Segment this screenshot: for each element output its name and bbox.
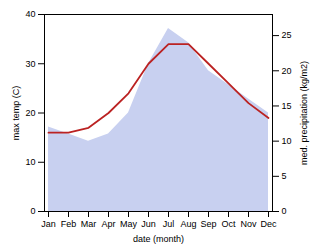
svg-text:15: 15 [282,101,292,111]
svg-text:Apr: Apr [101,219,115,229]
svg-text:Oct: Oct [221,219,236,229]
svg-text:Jul: Jul [163,219,175,229]
svg-text:25: 25 [282,30,292,40]
svg-text:Jan: Jan [41,219,56,229]
svg-text:Mar: Mar [81,219,97,229]
svg-text:40: 40 [25,9,35,19]
svg-text:20: 20 [282,66,292,76]
svg-text:Sep: Sep [200,219,216,229]
svg-text:Aug: Aug [180,219,196,229]
svg-text:date (month): date (month) [133,234,184,244]
svg-text:Jun: Jun [141,219,156,229]
svg-text:0: 0 [282,206,287,216]
svg-text:Dec: Dec [260,219,277,229]
svg-text:10: 10 [282,136,292,146]
svg-text:max temp (C): max temp (C) [11,86,21,141]
svg-text:30: 30 [25,59,35,69]
svg-text:10: 10 [25,157,35,167]
svg-text:med. precipitation (kg/m2): med. precipitation (kg/m2) [299,61,309,165]
svg-text:0: 0 [30,206,35,216]
svg-text:5: 5 [282,171,287,181]
svg-text:Nov: Nov [240,219,257,229]
svg-text:20: 20 [25,108,35,118]
svg-text:Feb: Feb [61,219,77,229]
svg-text:May: May [120,219,138,229]
